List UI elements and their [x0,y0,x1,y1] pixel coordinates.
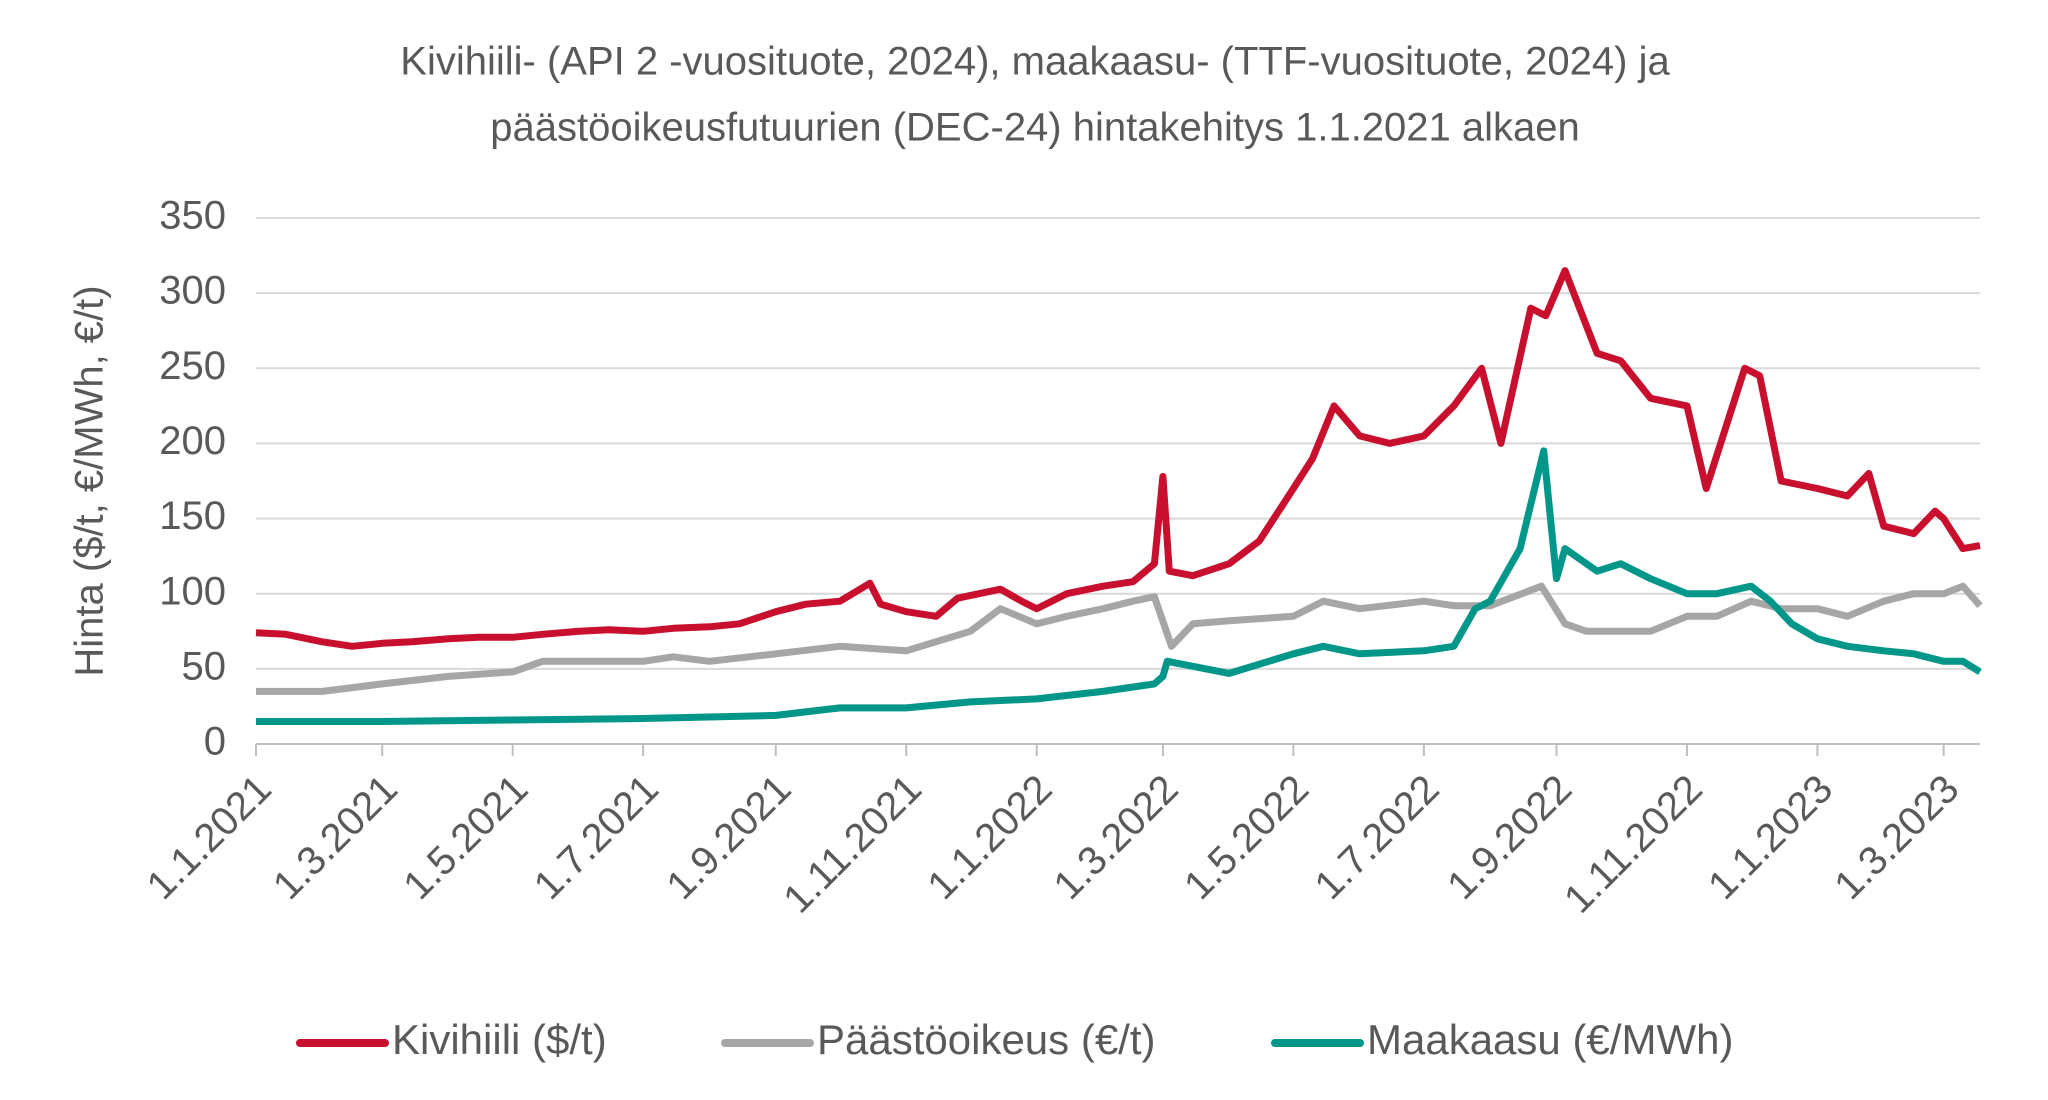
x-tick-label: 1.1.2023 [1700,767,1841,908]
chart-title: Kivihiili- (API 2 -vuosituote, 2024), ma… [400,40,1670,84]
x-tick-label: 1.1.2021 [139,767,280,908]
legend-label: Kivihiili ($/t) [392,1016,607,1063]
y-tick-label: 50 [182,644,227,688]
x-tick-label: 1.1.2022 [919,767,1060,908]
x-tick-label: 1.11.2021 [775,767,930,922]
series-line [255,267,1981,650]
x-tick-label: 1.3.2022 [1046,767,1187,908]
y-axis-title: Hinta ($/t, €/MWh, €/t) [68,285,112,676]
x-tick-label: 1.11.2022 [1556,767,1711,922]
y-tick-label: 250 [159,344,226,388]
y-tick-label: 100 [159,569,226,613]
legend-label: Päästöoikeus (€/t) [817,1016,1156,1063]
x-tick-label: 1.3.2021 [265,767,406,908]
y-tick-label: 300 [159,269,226,313]
x-tick-label: 1.7.2022 [1306,767,1447,908]
x-tick-label: 1.5.2021 [395,767,536,908]
x-tick-label: 1.3.2023 [1826,767,1967,908]
y-tick-label: 0 [204,720,226,764]
chart-title: päästöoikeusfutuurien (DEC-24) hintakehi… [490,106,1580,150]
x-tick-label: 1.5.2022 [1176,767,1317,908]
x-tick-label: 1.7.2021 [526,767,667,908]
y-tick-label: 200 [159,419,226,463]
series-line [256,447,1982,725]
legend-label: Maakaasu (€/MWh) [1367,1016,1733,1063]
y-tick-label: 350 [159,194,226,238]
y-tick-label: 150 [159,494,226,538]
